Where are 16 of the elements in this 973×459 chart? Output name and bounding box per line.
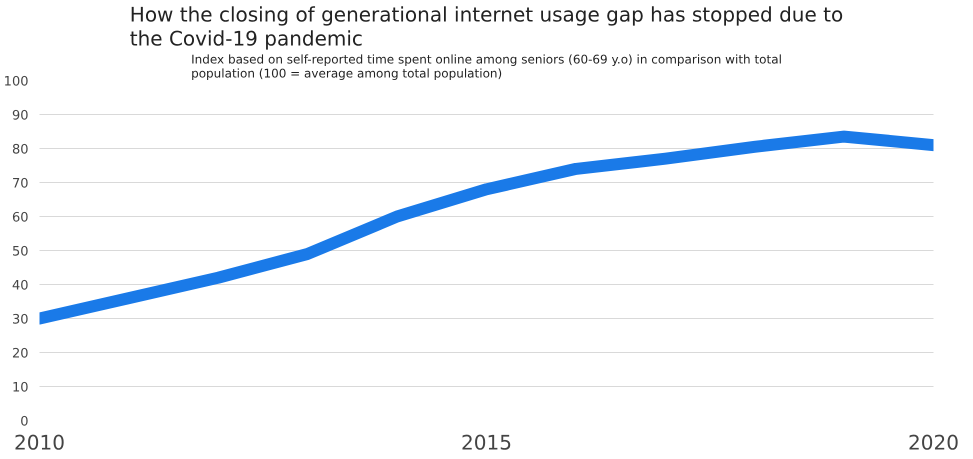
y-tick-label: 60 — [12, 210, 29, 226]
y-tick-label: 50 — [12, 244, 29, 260]
y-tick-label: 90 — [12, 108, 29, 124]
x-tick-label: 2015 — [461, 430, 512, 454]
y-tick-label: 80 — [12, 142, 29, 158]
y-tick-label: 30 — [12, 312, 29, 328]
y-tick-label: 10 — [12, 380, 29, 396]
chart-title: How the closing of generational internet usage gap has stopped due to the Covid-19 pandemic — [130, 2, 844, 50]
y-tick-label: 0 — [20, 414, 29, 430]
y-tick-label: 70 — [12, 176, 29, 192]
y-tick-label: 100 — [4, 74, 29, 90]
chart-subtitle: Index based on self-reported time spent online among seniors (60-69 y.o) in comparison with total population (100 = average among total population) — [191, 52, 782, 80]
x-tick-label: 2020 — [908, 430, 959, 454]
y-tick-label: 40 — [12, 278, 29, 294]
y-tick-label: 20 — [12, 346, 29, 362]
x-tick-label: 2010 — [14, 430, 65, 454]
